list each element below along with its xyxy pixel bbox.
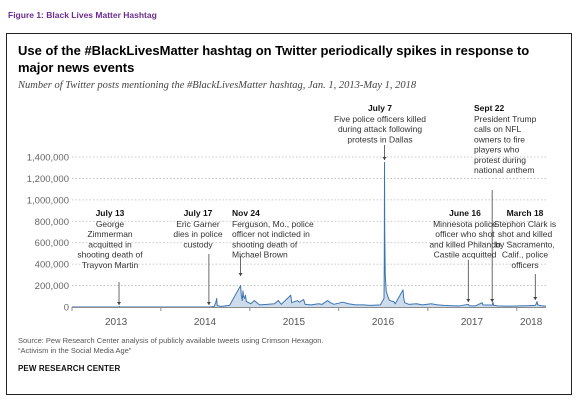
annotation-text: Zimmerman — [87, 229, 133, 239]
y-tick-label: 400,000 — [35, 260, 69, 271]
annotation-arrow-icon — [382, 157, 387, 160]
annotation-text: shooting death of — [232, 239, 298, 249]
annotation-date: June 16 — [449, 208, 481, 218]
x-tick-label: 2013 — [105, 317, 128, 328]
annotation-text: Castile acquitted — [434, 250, 497, 260]
annotation-text: Minnesota police — [433, 219, 497, 229]
annotation-text: officer not indicted in — [232, 229, 310, 239]
annotation-date: July 7 — [368, 103, 392, 113]
annotation-arrow-icon — [466, 299, 471, 302]
annotation-arrow-icon — [533, 297, 538, 300]
y-tick-label: 600,000 — [35, 238, 69, 249]
annotation-text: Trayvon Martin — [82, 260, 139, 270]
annotation-text: Ferguson, Mo., police — [232, 219, 314, 229]
annotation-text: Michael Brown — [232, 250, 288, 260]
annotation-text: Stephon Clark is — [494, 219, 556, 229]
annotation-text: calls on NFL — [474, 124, 522, 134]
figure-frame — [6, 33, 572, 395]
x-tick-label: 2014 — [194, 317, 217, 328]
source-note: Source: Pew Research Center analysis of … — [18, 336, 324, 356]
x-axis: 2013 2014 2015 2016 2017 2018 — [71, 307, 546, 328]
annotation-text: George — [96, 219, 125, 229]
annotation-date: July 17 — [184, 208, 213, 218]
annotation-text: officers — [511, 260, 538, 270]
annotation-arrow-icon — [206, 302, 211, 305]
annotation-text: Eric Garner — [176, 219, 220, 229]
y-tick-label: 200,000 — [35, 281, 69, 292]
chart-title: Use of the #BlackLivesMatter hashtag on … — [18, 43, 530, 75]
annotation-text: dies in police — [173, 229, 222, 239]
annotation-text: shooting death of — [77, 250, 143, 260]
chart-subtitle: Number of Twitter posts mentioning the #… — [18, 80, 417, 91]
annotation-text: protests in Dallas — [347, 134, 412, 144]
y-tick-label: 800,000 — [35, 217, 69, 228]
source-line-2: “Activism in the Social Media Age” — [18, 346, 132, 355]
annotation-date: Sept 22 — [474, 103, 505, 113]
x-tick-label: 2015 — [283, 317, 306, 328]
annotation-text: Calif., police — [502, 250, 549, 260]
x-tick-label: 2017 — [461, 317, 484, 328]
annotation-text: President Trump — [474, 114, 537, 124]
series-area — [72, 161, 547, 308]
y-tick-label: 1,200,000 — [27, 174, 69, 185]
annotation-arrow-icon — [490, 299, 495, 302]
y-tick-label: 1,400,000 — [27, 153, 69, 164]
annotation-text: acquitted in — [88, 239, 132, 249]
y-axis-ticks: 0 200,000 400,000 600,000 800,000 1,000,000 1,… — [27, 153, 69, 314]
annotation-text: shot and killed — [498, 229, 553, 239]
source-line-1: Source: Pew Research Center analysis of … — [18, 336, 324, 345]
annotation-text: by Sacramento, — [495, 239, 555, 249]
annotation-text: officer who shot — [435, 229, 495, 239]
annotation-text: protest during — [474, 155, 526, 165]
x-tick-label: 2016 — [372, 317, 395, 328]
annotation-arrow-icon — [238, 273, 243, 276]
brand-label: PEW RESEARCH CENTER — [18, 364, 121, 373]
series-line — [72, 161, 547, 308]
annotation-text: national anthem — [474, 165, 535, 175]
annotation-text: custody — [183, 239, 213, 249]
annotation-date: Nov 24 — [232, 208, 260, 218]
annotation-text: and killed Philando — [429, 239, 501, 249]
annotation-date: March 18 — [507, 208, 544, 218]
figure-caption: Figure 1: Black Lives Matter Hashtag — [8, 10, 157, 20]
annotation-text: Five police officers killed — [334, 114, 426, 124]
annotation-text: owners to fire — [474, 134, 525, 144]
y-tick-label: 0 — [64, 303, 69, 314]
annotation-arrow-icon — [117, 302, 122, 305]
annotation-text: players who — [474, 145, 520, 155]
annotation-date: July 13 — [96, 208, 125, 218]
x-tick-label: 2018 — [520, 317, 543, 328]
annotation-text: during attack following — [338, 124, 422, 134]
y-tick-label: 1,000,000 — [27, 195, 69, 206]
